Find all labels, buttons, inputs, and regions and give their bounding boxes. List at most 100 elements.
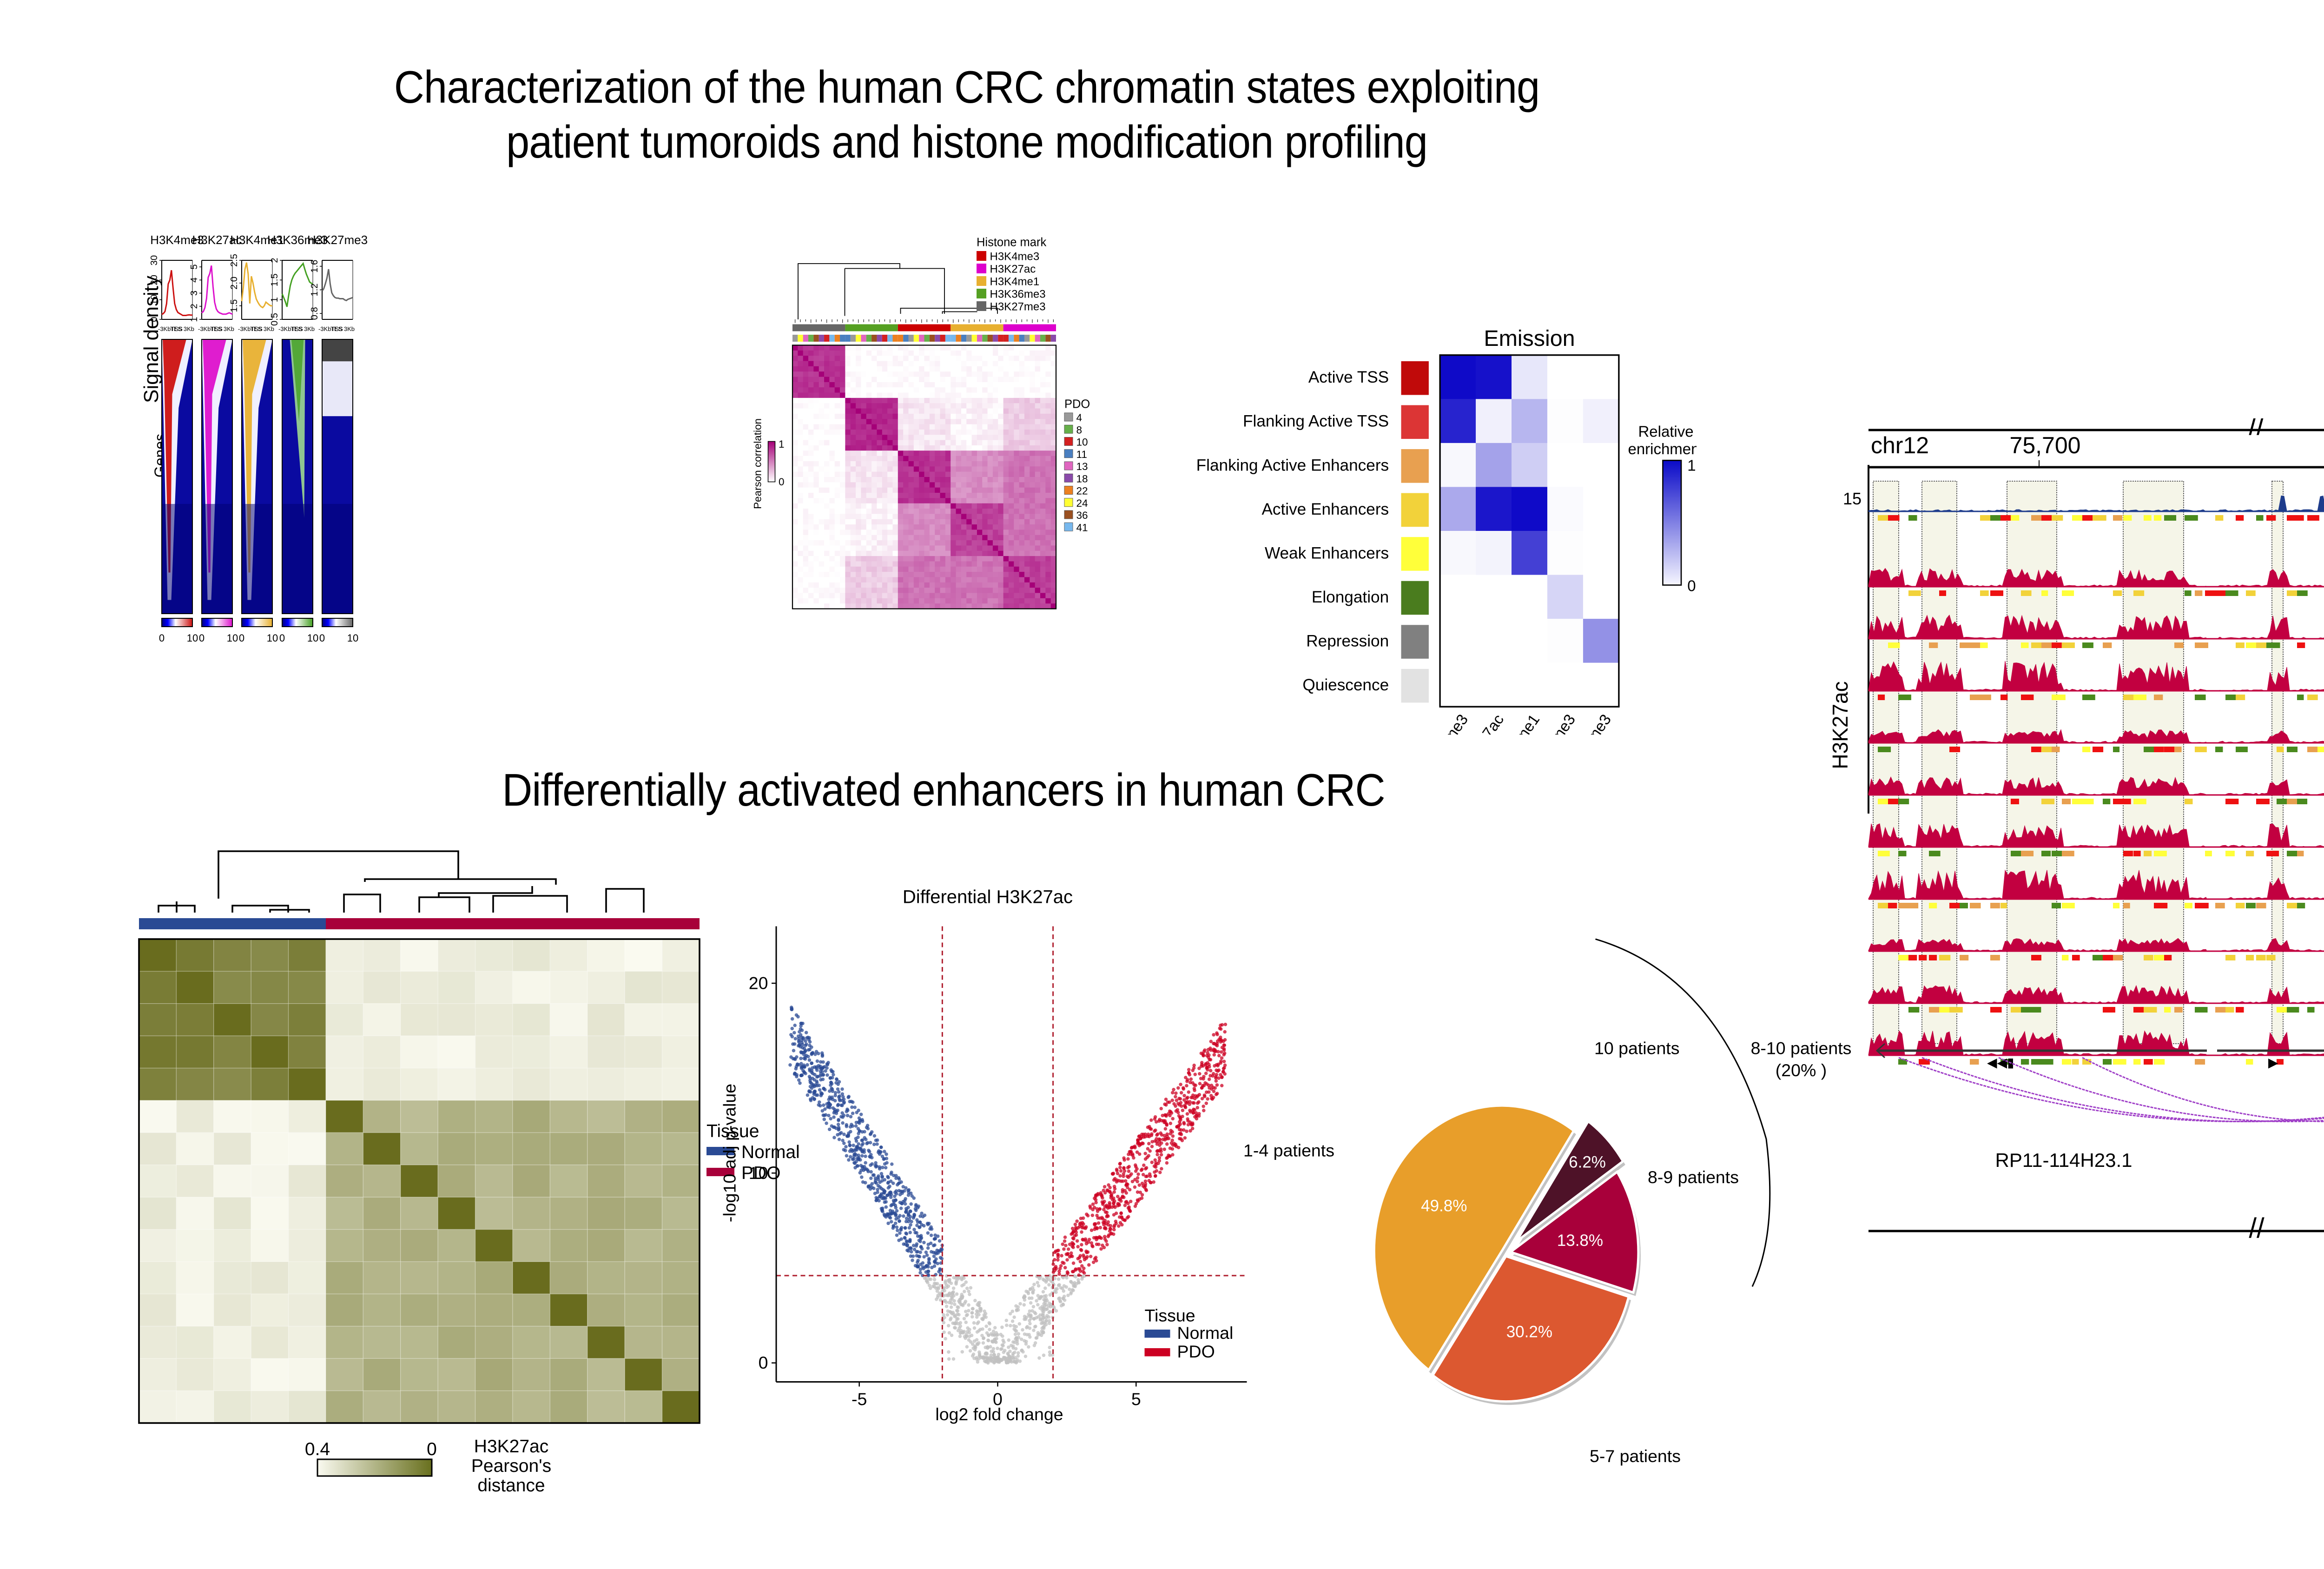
correlation-cell [1024, 493, 1030, 498]
correlation-cell [935, 556, 940, 562]
correlation-cell [929, 477, 935, 483]
correlation-cell [898, 471, 904, 477]
correlation-cell [919, 466, 924, 472]
correlation-cell [1003, 397, 1009, 404]
correlation-cell [882, 561, 888, 567]
correlation-cell [1035, 493, 1041, 498]
correlation-cell [1045, 582, 1051, 588]
volcano-point [914, 1204, 918, 1208]
correlation-cell [1008, 498, 1014, 504]
volcano-point [925, 1253, 929, 1257]
correlation-cell [961, 382, 967, 388]
chromatin-state-segment [1898, 799, 1909, 804]
emission-frame [1439, 354, 1620, 708]
correlation-cell [803, 509, 809, 514]
correlation-cell [829, 519, 835, 525]
correlation-cell [1024, 524, 1030, 530]
top-section-title-line1: Characterization of the human CRC chroma… [394, 61, 1540, 113]
profile-title-H3K27me3: H3K27me3 [307, 233, 368, 247]
correlation-cell [892, 524, 898, 530]
volcano-point [1144, 1188, 1149, 1192]
correlation-cell [856, 435, 861, 441]
correlation-cell [982, 556, 988, 562]
correlation-cell [998, 371, 1004, 377]
correlation-cell [903, 377, 909, 383]
correlation-cell [803, 535, 809, 541]
correlation-cell [1008, 588, 1014, 593]
correlation-cell [1019, 461, 1025, 467]
correlation-cell [808, 429, 814, 435]
correlation-cell [813, 382, 819, 388]
correlation-cell [1030, 598, 1036, 604]
chromatin-state-segment [2277, 747, 2284, 752]
correlation-cell [872, 556, 877, 562]
legend-swatch-Normal [706, 1147, 734, 1155]
correlation-cell [1003, 477, 1009, 483]
correlation-cell [951, 482, 956, 488]
correlation-cell [1019, 593, 1025, 599]
chromatin-state-segment [2185, 590, 2192, 596]
correlation-cell [1019, 588, 1025, 593]
correlation-cell [919, 366, 924, 372]
correlation-cell [856, 371, 861, 377]
correlation-cell [798, 413, 804, 419]
correlation-cell [840, 397, 845, 404]
volcano-point [958, 1334, 962, 1338]
correlation-cell [850, 471, 856, 477]
correlation-cell [1035, 466, 1041, 472]
correlation-cell [945, 509, 951, 514]
correlation-cell [951, 572, 956, 577]
correlation-cell [824, 429, 830, 435]
correlation-cell [829, 419, 835, 425]
correlation-cell [1019, 377, 1025, 383]
distance-cell [475, 1165, 513, 1198]
correlation-cell [966, 582, 972, 588]
volcano-point [918, 1214, 922, 1218]
correlation-cell [998, 509, 1004, 514]
correlation-cell [861, 572, 867, 577]
volcano-point [953, 1303, 957, 1306]
correlation-cell [913, 445, 919, 451]
correlation-cell [872, 424, 877, 430]
correlation-cell [829, 461, 835, 467]
pdo-bar-cell [1040, 335, 1046, 342]
correlation-cell [987, 477, 993, 483]
distance-cell [475, 1067, 513, 1101]
correlation-cell [1050, 456, 1056, 462]
correlation-cell [982, 377, 988, 383]
correlation-cell [961, 582, 967, 588]
chromatin-state-segment [2041, 851, 2051, 856]
correlation-cell [1019, 382, 1025, 388]
correlation-cell [1014, 445, 1020, 451]
colorbar-tick-max: 1 [1687, 457, 1696, 474]
correlation-cell [1050, 593, 1056, 599]
volcano-point [1064, 1244, 1068, 1247]
volcano-point [799, 1057, 803, 1060]
correlation-cell [892, 408, 898, 414]
volcano-point [831, 1106, 835, 1110]
volcano-point [997, 1352, 1001, 1357]
correlation-cell [866, 498, 872, 504]
chromatin-state-segment [2082, 695, 2095, 700]
correlation-cell [1040, 387, 1046, 393]
correlation-cell [1019, 397, 1025, 404]
correlation-cell [903, 456, 909, 462]
correlation-cell [1003, 524, 1009, 530]
correlation-cell [1050, 445, 1056, 451]
correlation-cell [824, 572, 830, 577]
correlation-cell [966, 493, 972, 498]
correlation-cell [866, 535, 872, 541]
correlation-cell [987, 461, 993, 467]
correlation-cell [951, 387, 956, 393]
chromatin-state-segment [2031, 747, 2041, 752]
correlation-cell [1024, 566, 1030, 572]
correlation-cell [982, 498, 988, 504]
correlation-cell [861, 350, 867, 356]
chromatin-state-segment [2000, 515, 2011, 521]
correlation-cell [892, 509, 898, 514]
correlation-cell [992, 356, 998, 361]
profile-ytick-label: 0 [149, 317, 159, 322]
correlation-cell [908, 392, 914, 398]
correlation-cell [834, 424, 840, 430]
correlation-cell [1003, 561, 1009, 567]
